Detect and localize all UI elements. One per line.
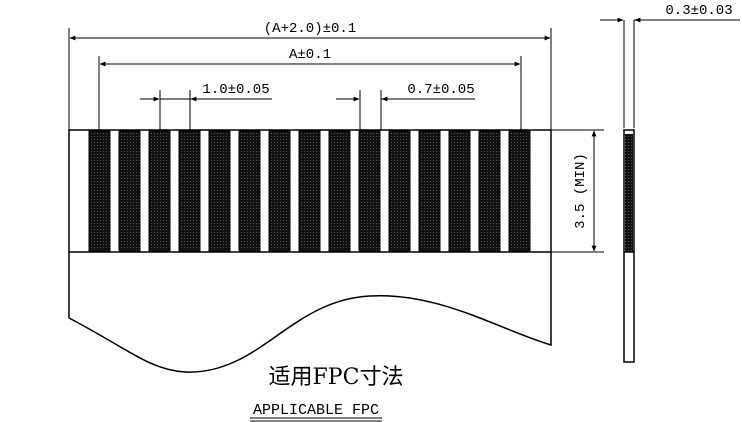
caption-english: APPLICABLE FPC <box>253 402 379 419</box>
contact-pad <box>148 130 171 252</box>
fpc-top-view <box>68 129 552 373</box>
contact-pad <box>268 130 291 252</box>
side-contact-layer <box>625 134 633 252</box>
contact-pad <box>418 130 441 252</box>
contact-pad <box>178 130 201 252</box>
contact-pad <box>388 130 411 252</box>
contact-pad <box>448 130 471 252</box>
contact-pad <box>238 130 261 252</box>
caption-chinese: 适用FPC寸法 <box>269 365 404 390</box>
contact-pad <box>478 130 501 252</box>
contact-span-label: A±0.1 <box>289 47 331 63</box>
contact-width-label: 0.7±0.05 <box>407 82 474 98</box>
contact-pad <box>118 130 141 252</box>
contact-length-label: 3.5 (MIN) <box>573 153 589 229</box>
contact-pad <box>208 130 231 252</box>
contact-pad <box>328 130 351 252</box>
contact-pad <box>358 130 381 252</box>
contact-pad <box>298 130 321 252</box>
overall-width-label: (A+2.0)±0.1 <box>264 21 356 37</box>
pitch-label: 1.0±0.05 <box>202 82 269 98</box>
contact-pad <box>88 130 111 252</box>
contact-pad <box>508 130 531 252</box>
fpc-side-view <box>623 129 635 363</box>
extension-lines <box>68 20 635 253</box>
contact-region-outline <box>68 129 552 253</box>
thickness-label: 0.3±0.03 <box>665 3 732 19</box>
contact-pads <box>88 130 531 252</box>
fpc-cable-outline <box>68 252 552 373</box>
